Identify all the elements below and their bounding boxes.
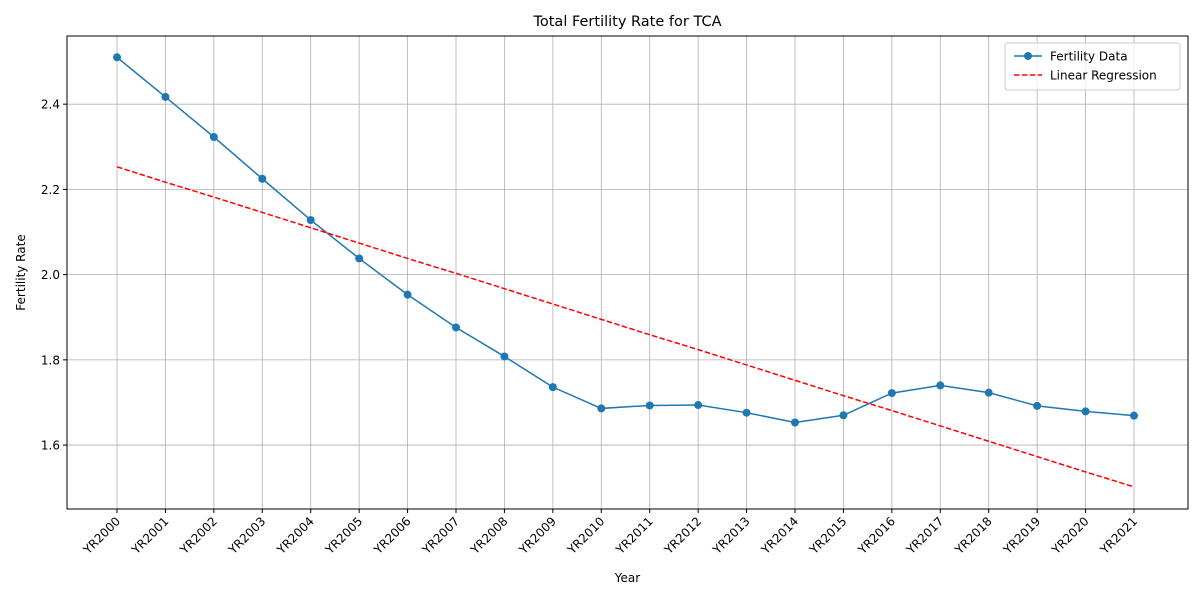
y-axis-label: Fertility Rate: [14, 234, 28, 310]
x-tick-label: YR2011: [613, 514, 656, 557]
data-point: [452, 323, 460, 332]
x-tick-label: YR2014: [758, 514, 801, 557]
data-point: [742, 408, 751, 417]
x-tick-label: YR2009: [516, 514, 559, 557]
legend-label: Fertility Data: [1050, 50, 1128, 64]
x-axis-ticks: YR2000 YR2001 YR2002 YR2003 YR2004 YR2005 YR20…: [80, 509, 1140, 558]
regression-line: [116, 166, 1135, 488]
x-tick-label: YR2002: [177, 514, 220, 557]
data-point: [887, 389, 896, 398]
x-tick-label: YR2013: [709, 514, 752, 557]
x-tick-label: YR2005: [322, 514, 365, 557]
data-point: [1033, 401, 1042, 410]
chart-title: Total Fertility Rate for TCA: [532, 14, 721, 30]
plot-frame: [66, 35, 1189, 510]
y-tick-label: 2.2: [41, 183, 60, 197]
data-point: [694, 401, 703, 410]
data-point: [1130, 411, 1138, 420]
x-tick-label: YR2008: [467, 514, 510, 557]
x-tick-label: YR2000: [80, 514, 123, 557]
x-tick-label: YR2007: [419, 514, 462, 557]
data-point: [500, 352, 509, 361]
data-point: [597, 404, 606, 413]
x-tick-label: YR2021: [1097, 514, 1140, 557]
data-point: [984, 388, 993, 397]
x-tick-label: YR2019: [1000, 514, 1043, 557]
fertility-data-line: [116, 56, 1135, 424]
y-tick-label: 1.6: [41, 439, 60, 453]
data-point: [645, 401, 654, 410]
data-point: [936, 381, 945, 390]
legend-label: Linear Regression: [1050, 69, 1157, 83]
legend-marker: [1024, 52, 1032, 60]
data-point: [209, 132, 218, 141]
x-axis-label: Year: [614, 571, 640, 585]
x-grid-lines: [116, 36, 1135, 509]
x-tick-label: YR2012: [661, 514, 704, 557]
data-point: [548, 383, 557, 392]
x-tick-label: YR2015: [806, 514, 849, 557]
y-tick-label: 2.0: [41, 268, 60, 282]
x-tick-label: YR2010: [564, 514, 607, 557]
data-point: [161, 92, 170, 101]
legend-box: [1004, 42, 1181, 91]
data-point: [791, 418, 799, 427]
data-point: [403, 290, 412, 299]
data-point: [839, 411, 848, 420]
x-tick-label: YR2017: [903, 514, 946, 557]
data-point: [113, 53, 121, 62]
y-tick-label: 2.4: [41, 98, 60, 112]
x-tick-label: YR2018: [952, 514, 995, 557]
x-tick-label: YR2020: [1048, 514, 1091, 557]
data-point: [1081, 407, 1090, 416]
y-axis-ticks: 1.6 1.8 2.0 2.2 2.4: [41, 98, 67, 453]
x-tick-label: YR2004: [274, 514, 317, 557]
x-tick-label: YR2016: [855, 514, 898, 557]
data-point: [306, 216, 315, 225]
x-tick-label: YR2003: [225, 514, 268, 557]
x-tick-label: YR2006: [370, 514, 413, 557]
x-tick-label: YR2001: [128, 514, 171, 557]
data-point: [258, 174, 267, 183]
y-tick-label: 1.8: [41, 353, 60, 367]
legend: Fertility Data Linear Regression: [1004, 42, 1181, 91]
data-point: [355, 254, 364, 263]
series-layer: [113, 53, 1138, 488]
